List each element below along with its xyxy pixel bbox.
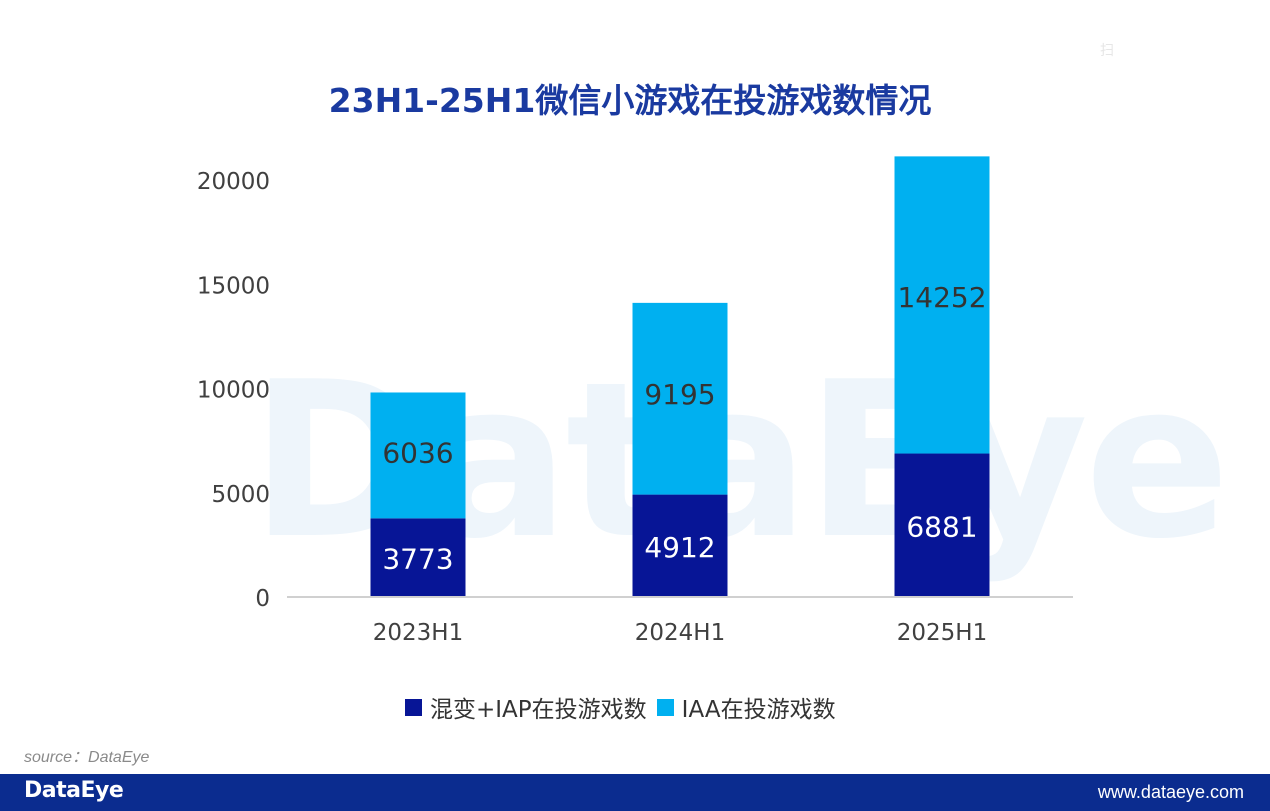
data-label-iaa: 9195 — [644, 378, 715, 411]
footer-url[interactable]: www.dataeye.com — [1097, 782, 1244, 802]
bar-iaa — [632, 302, 728, 495]
y-tick-label: 10000 — [197, 378, 270, 404]
footer-bar: DataEye www.dataeye.com — [0, 774, 1270, 811]
legend-swatch-iaa — [656, 698, 674, 716]
x-tick-label: 2023H1 — [373, 620, 463, 646]
stacked-bar-chart: 0 5000 10000 15000 20000 3773 6036 2023H1 4912 91… — [197, 156, 1073, 646]
data-label-iaa: 6036 — [382, 437, 453, 470]
legend-item-iaa: IAA在投游戏数 — [656, 690, 836, 724]
chart-title: 23H1-25H1微信小游戏在投游戏数情况 — [328, 81, 932, 120]
y-tick-label: 15000 — [197, 273, 270, 299]
legend-label-iap: 混变+IAP在投游戏数 — [430, 697, 647, 723]
faint-qr-remnant: 扫 — [1100, 42, 1114, 58]
y-tick-label: 5000 — [211, 482, 270, 508]
legend-swatch-iap — [405, 698, 422, 716]
bar-iap — [632, 494, 728, 597]
legend: 混变+IAP在投游戏数 IAA在投游戏数 — [405, 690, 836, 724]
data-label-iap: 4912 — [644, 531, 715, 564]
legend-item-iap: 混变+IAP在投游戏数 — [405, 690, 647, 724]
data-label-iap: 3773 — [382, 543, 453, 576]
bar-iaa — [370, 392, 466, 519]
footer-logo: DataEye — [24, 778, 124, 803]
x-tick-label: 2024H1 — [635, 620, 725, 646]
data-label-iaa: 14252 — [897, 281, 986, 314]
bar-iap — [894, 453, 990, 597]
y-tick-label: 0 — [255, 586, 270, 612]
bar-iap — [370, 518, 466, 597]
bar-iaa — [894, 156, 990, 454]
y-tick-label: 20000 — [197, 169, 270, 195]
data-label-iap: 6881 — [906, 510, 977, 543]
source-note: source：DataEye — [24, 749, 150, 766]
legend-label-iaa: IAA在投游戏数 — [681, 697, 836, 723]
x-tick-label: 2025H1 — [897, 620, 987, 646]
